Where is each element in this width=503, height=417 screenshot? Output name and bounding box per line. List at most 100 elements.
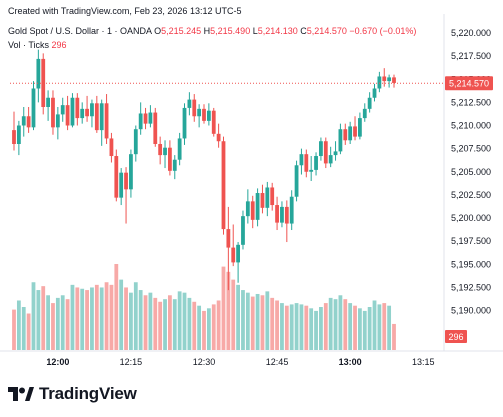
volume-bar	[55, 297, 60, 350]
close-label: C	[300, 26, 307, 36]
y-tick-label: 5,195.000	[451, 259, 491, 269]
low-label: L	[252, 26, 258, 36]
candle-body	[187, 99, 192, 108]
candle-body	[99, 103, 104, 131]
candle-body	[392, 77, 396, 83]
volume-bar	[343, 299, 348, 350]
symbol-name: Gold Spot / U.S. Dollar · 1 · OANDA	[8, 26, 152, 36]
y-tick-label: 5,192.500	[451, 282, 491, 292]
y-tick-label: 5,200.000	[451, 213, 491, 223]
candle-body	[133, 129, 138, 155]
last-volume-label: 296	[448, 332, 463, 342]
candle-body	[265, 187, 270, 208]
candle-body	[104, 103, 109, 139]
candle-body	[255, 193, 260, 220]
low-value: 5,214.130	[257, 26, 298, 36]
volume-bar	[314, 310, 318, 350]
x-tick-label: 13:00	[339, 357, 362, 367]
volume-bar	[387, 305, 392, 350]
candle-body	[197, 108, 202, 117]
y-tick-label: 5,197.500	[451, 236, 491, 246]
candle-body	[353, 126, 357, 137]
volume-bar	[221, 266, 226, 350]
tradingview-logo: TradingView	[8, 384, 137, 404]
volume-bar	[177, 291, 182, 350]
open-label: O	[154, 26, 162, 36]
candle-body	[85, 108, 89, 117]
volume-bar	[31, 282, 36, 350]
axes: 5,220.0005,217.5005,215.0005,212.5005,21…	[0, 14, 503, 367]
open-value: 5,215.245	[161, 26, 202, 36]
volume-legend: Vol · Ticks 296	[8, 40, 67, 50]
volume-bar	[245, 292, 250, 350]
candle-body	[309, 169, 314, 172]
volume-bar	[275, 300, 279, 350]
volume-bar	[231, 279, 236, 350]
last-volume-badge	[445, 330, 467, 343]
candle-body	[382, 76, 387, 82]
candle-body	[167, 147, 172, 171]
volume-bar	[270, 297, 275, 350]
candle-body	[245, 201, 250, 217]
volume-bar	[124, 287, 128, 350]
volume-bar	[362, 310, 367, 350]
volume-bar	[197, 305, 202, 350]
close-value: 5,214.570	[306, 26, 347, 36]
volume-bar	[192, 301, 197, 350]
volume-bar	[357, 308, 362, 350]
volume-bar	[280, 303, 284, 350]
candle-body	[323, 141, 328, 164]
candle-body	[46, 97, 51, 107]
candle-body	[60, 105, 65, 115]
candle-body	[26, 116, 31, 128]
volume-bar	[328, 297, 333, 350]
tradingview-logo-text: TradingView	[39, 384, 137, 403]
candle-body	[202, 108, 206, 121]
candle-body	[289, 196, 294, 224]
candle-body	[138, 113, 143, 130]
candle-body	[148, 112, 153, 124]
volume-bar	[143, 295, 148, 350]
volume-bar	[90, 287, 94, 350]
volume-bar	[338, 295, 343, 350]
volume-label: Vol · Ticks	[8, 40, 50, 50]
volume-bar	[119, 279, 124, 350]
candle-body	[80, 108, 85, 119]
candle-body	[21, 116, 26, 126]
volume-bar	[41, 286, 46, 350]
volume-bar	[65, 299, 70, 350]
y-tick-label: 5,190.000	[451, 306, 491, 316]
volume-bar	[304, 305, 309, 350]
candle-body	[333, 151, 338, 156]
volume-bar	[158, 301, 163, 350]
volume-bar	[211, 304, 216, 350]
candle-body	[177, 138, 182, 160]
candle-body	[319, 141, 323, 157]
volume-bar	[60, 295, 65, 350]
candle-body	[294, 165, 299, 197]
volume-bar	[284, 305, 289, 350]
volume-bar	[51, 303, 55, 350]
candle-body	[348, 126, 353, 141]
volume-bar	[129, 292, 133, 350]
volume-bar	[236, 284, 241, 350]
high-value: 5,215.490	[210, 26, 251, 36]
volume-bar	[299, 304, 304, 350]
volume-bar	[109, 284, 114, 350]
volume-bar	[289, 304, 294, 350]
volume-bar	[250, 296, 255, 350]
volume-bar	[70, 284, 75, 350]
candle-body	[172, 159, 177, 171]
y-tick-label: 5,202.500	[451, 190, 491, 200]
candle-body	[16, 125, 21, 144]
volume-bar	[372, 300, 377, 350]
y-tick-label: 5,220.000	[451, 28, 491, 38]
volume-bar	[12, 309, 16, 350]
volume-bar	[80, 288, 85, 350]
candle-body	[55, 114, 60, 128]
candle-body	[226, 229, 231, 248]
candle-body	[343, 129, 348, 141]
last-price-badge	[445, 76, 493, 91]
candle-body	[387, 77, 392, 82]
